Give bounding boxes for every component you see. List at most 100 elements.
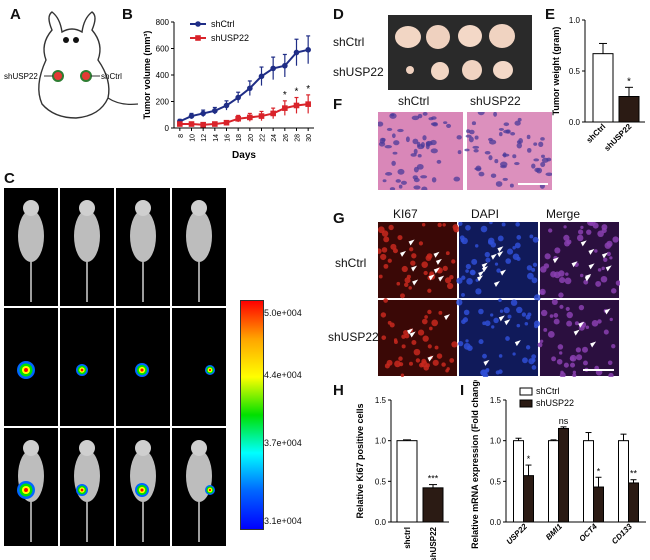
nucleus [500, 165, 507, 169]
arrowhead [571, 261, 578, 268]
cell [489, 222, 493, 225]
cell [478, 339, 484, 345]
cell [449, 358, 455, 363]
cell [586, 229, 592, 235]
bar-usp22-shctrl [513, 440, 524, 523]
bli-image-r1-c2 [60, 188, 114, 306]
nucleus [425, 143, 430, 150]
bli-image-content [17, 440, 44, 542]
x-axis-title: Days [232, 150, 256, 161]
cell [459, 235, 465, 241]
x-tick-label: 16 [225, 134, 232, 142]
nucleus [514, 162, 520, 166]
if-image-dapi-shusp22 [459, 300, 538, 376]
cell [585, 325, 590, 330]
nucleus [389, 187, 396, 190]
x-tick-label: shctrl [403, 527, 412, 549]
bar-bmi1-shusp22 [558, 427, 569, 523]
cell [494, 262, 499, 266]
mouse-eye-right [73, 37, 79, 43]
cell [474, 244, 479, 248]
cell [406, 274, 411, 279]
cell [575, 347, 582, 353]
cell [445, 251, 450, 256]
cell [413, 348, 421, 356]
significance-marker: ns [559, 416, 569, 426]
data-point-shusp22 [177, 121, 183, 127]
mouse-head [23, 200, 39, 216]
nucleus [405, 136, 410, 143]
cell [594, 249, 598, 253]
cell [456, 277, 463, 284]
nucleus [395, 179, 402, 183]
bli-image-content [74, 440, 100, 542]
y-axis-title: Tumor weight (gram) [551, 27, 561, 116]
nucleus [540, 161, 546, 167]
he-staining-image [378, 112, 552, 190]
data-point-shctrl [200, 110, 206, 117]
nucleus [391, 160, 396, 166]
legend-label-shusp22: shUSP22 [536, 398, 574, 408]
arrowhead [428, 274, 435, 281]
cell [465, 263, 472, 270]
cell [525, 345, 531, 350]
arrowhead [493, 281, 500, 288]
cell [498, 354, 503, 358]
x-tick-label: shUSP22 [429, 526, 438, 560]
data-point-shctrl [188, 113, 195, 119]
nucleus [502, 177, 508, 181]
x-tick-label: 14 [213, 134, 220, 142]
cell [564, 277, 572, 285]
nucleus [503, 129, 510, 134]
cell [563, 362, 569, 368]
cell [428, 326, 433, 331]
cell [444, 277, 452, 284]
nucleus [474, 135, 479, 140]
nucleus [533, 142, 538, 146]
cell [505, 336, 510, 341]
nucleus [391, 133, 396, 139]
nucleus [465, 134, 472, 138]
cell [482, 372, 489, 377]
row-label-shctrl: shCtrl [333, 35, 365, 49]
cell [579, 273, 584, 278]
bli-image-content [186, 440, 215, 542]
data-point-shusp22 [258, 113, 265, 119]
bar-cd133-shusp22 [628, 482, 639, 523]
cell [515, 222, 520, 227]
bli-image-content [205, 365, 215, 375]
bar-shusp22 [618, 96, 640, 123]
data-point-shusp22 [282, 105, 288, 111]
nucleus [498, 132, 503, 137]
cell [514, 242, 521, 249]
nucleus [382, 179, 387, 183]
arrowhead [497, 246, 504, 253]
column-label-shctrl: shCtrl [398, 94, 430, 108]
panel-label-f: F [333, 96, 343, 113]
cell [609, 317, 613, 322]
cell [493, 317, 499, 324]
tumor-kd-1 [406, 66, 414, 74]
legend-label-shctrl: shCtrl [211, 19, 235, 29]
nucleus [446, 123, 452, 128]
y-tick-label: 1.0 [375, 437, 387, 446]
nucleus [390, 113, 395, 117]
cell [490, 313, 494, 317]
cell [392, 248, 398, 254]
mouse-head [79, 440, 95, 456]
bar-usp22-shusp22 [523, 475, 534, 523]
data-point-shctrl [270, 65, 276, 72]
cell [532, 262, 538, 267]
cell [549, 314, 554, 318]
nucleus [538, 141, 544, 147]
cell [505, 258, 512, 264]
significance-marker: ** [630, 469, 638, 479]
cell [496, 268, 501, 273]
nucleus [422, 135, 427, 141]
nucleus [416, 163, 424, 170]
mouse-head [135, 440, 151, 456]
nucleus [393, 140, 400, 146]
cell [463, 309, 470, 316]
mouse-body [18, 210, 44, 262]
nucleus [536, 167, 543, 174]
